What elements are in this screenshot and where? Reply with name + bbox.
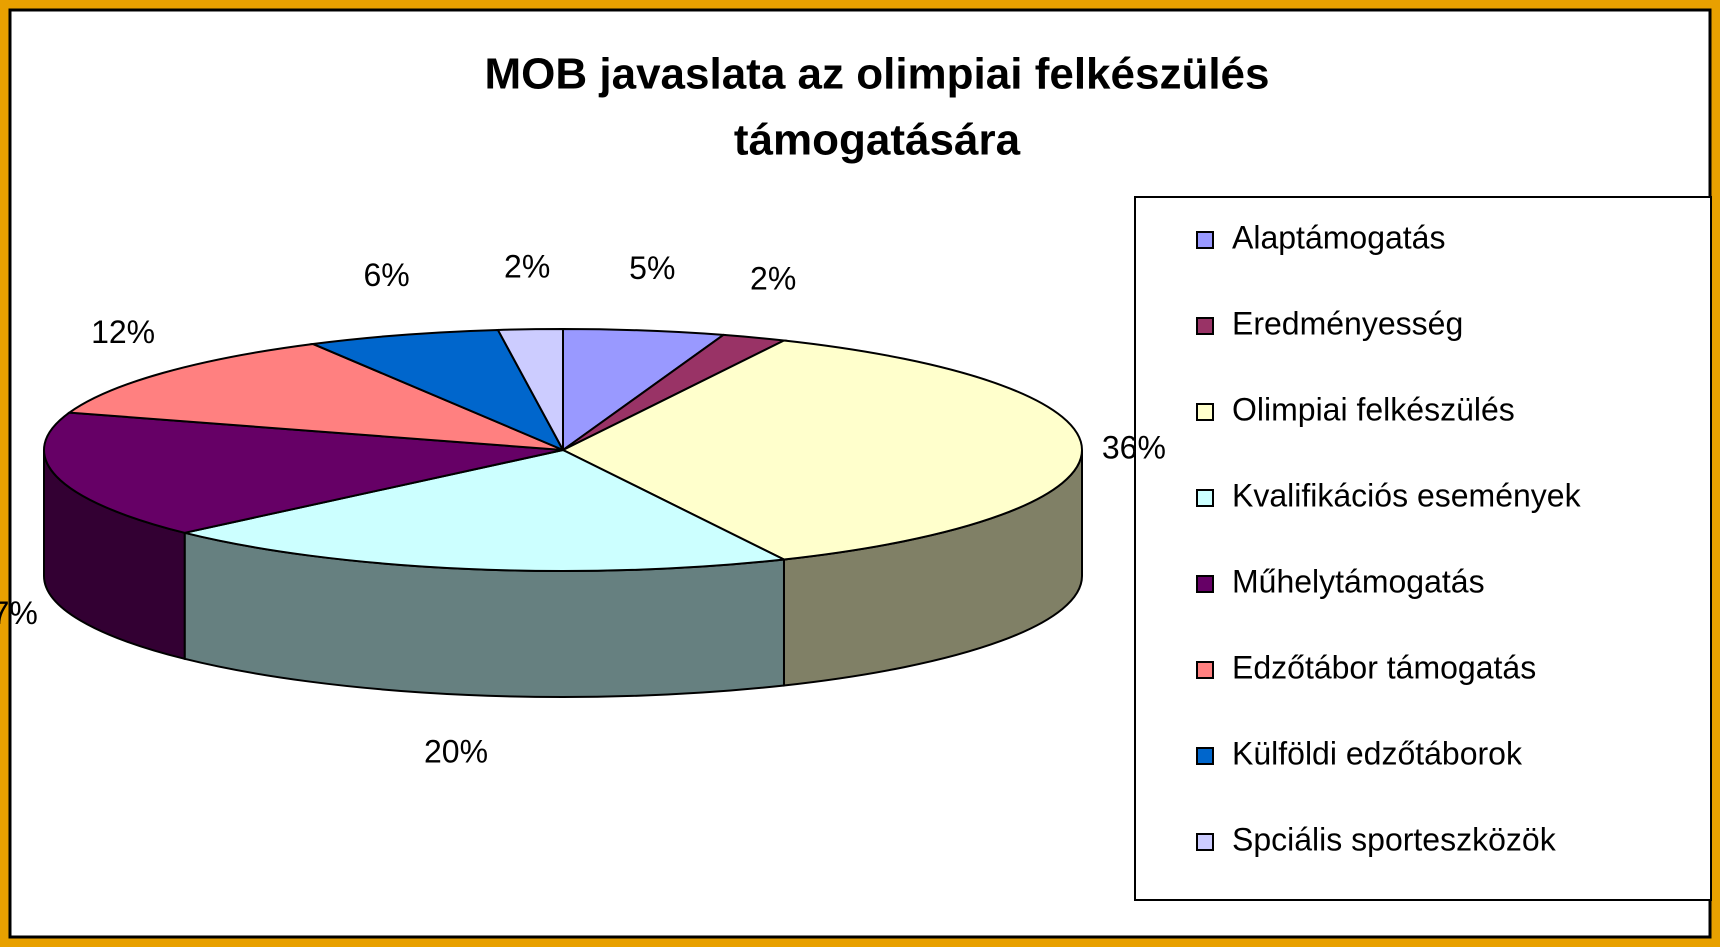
data-label: 17% <box>0 595 38 631</box>
legend-label: Edzőtábor támogatás <box>1232 649 1536 685</box>
data-label: 36% <box>1102 429 1166 465</box>
legend-swatch <box>1196 317 1214 335</box>
legend-swatch <box>1196 833 1214 851</box>
pie-slice <box>496 327 564 451</box>
data-label: 2% <box>504 248 550 284</box>
legend-label: Olimpiai felkészülés <box>1232 391 1515 427</box>
legend-label: Kvalifikációs események <box>1232 477 1582 513</box>
legend-box <box>1134 196 1712 901</box>
legend-swatch <box>1196 231 1214 249</box>
data-label: 6% <box>363 257 409 293</box>
legend-label: Alaptámogatás <box>1232 219 1445 255</box>
pie-slice <box>309 328 566 453</box>
chart-title: MOB javaslata az olimpiai felkészülés <box>485 50 1270 99</box>
pie-slice <box>184 448 788 572</box>
chart-title: támogatására <box>734 116 1021 165</box>
legend-swatch <box>1196 747 1214 765</box>
data-label: 12% <box>91 314 155 350</box>
data-label: 20% <box>424 734 488 770</box>
legend-label: Műhelytámogatás <box>1232 563 1485 599</box>
legend-label: Spciális sporteszközök <box>1232 821 1557 857</box>
legend-swatch <box>1196 575 1214 593</box>
legend-swatch <box>1196 489 1214 507</box>
legend-label: Eredményesség <box>1232 305 1463 341</box>
data-label: 2% <box>750 261 796 297</box>
data-label: 5% <box>629 250 675 286</box>
pie-slice <box>560 339 1083 561</box>
pie-slice <box>562 327 727 452</box>
legend-swatch <box>1196 403 1214 421</box>
legend-swatch <box>1196 661 1214 679</box>
pie-slice <box>66 342 564 451</box>
legend-label: Külföldi edzőtáborok <box>1232 735 1523 771</box>
pie-slice <box>43 411 564 534</box>
